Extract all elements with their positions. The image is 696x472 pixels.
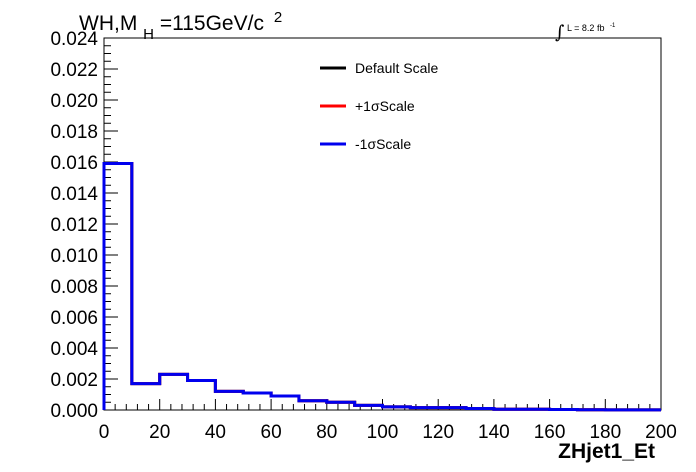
x-axis-tick-labels: 0 20 40 60 80 100 120 140 160 180 200	[99, 422, 677, 443]
title-main: WH,M	[79, 12, 137, 35]
luminosity-label: L = 8.2 fb -1	[567, 23, 616, 33]
x-tick-label: 140	[478, 422, 510, 443]
legend: Default Scale +1σScale -1σScale	[320, 60, 438, 152]
y-tick-label: 0.016	[50, 153, 98, 174]
y-tick-label: 0.024	[50, 29, 98, 50]
y-tick-label: 0.022	[50, 60, 98, 81]
series-lines	[102, 162, 661, 412]
x-tick-label: 0	[99, 422, 110, 443]
y-axis-tick-labels: 0.000 0.002 0.004 0.006 0.008 0.010 0.012 0.014…	[50, 29, 98, 422]
y-tick-label: 0.006	[50, 308, 98, 329]
x-tick-label: 180	[589, 422, 621, 443]
x-tick-label: 100	[367, 422, 399, 443]
title-superscript: 2	[274, 9, 282, 26]
legend-label: +1σScale	[355, 98, 415, 114]
x-tick-label: 120	[422, 422, 454, 443]
y-tick-label: 0.014	[50, 184, 98, 205]
y-tick-label: 0.002	[50, 370, 98, 391]
y-tick-label: 0.008	[50, 277, 98, 298]
x-axis-title: ZHjet1_Et	[558, 440, 655, 463]
plot-frame	[103, 37, 662, 411]
x-tick-label: 160	[534, 422, 566, 443]
y-tick-label: 0.020	[50, 91, 98, 112]
x-tick-label: 40	[205, 422, 226, 443]
luminosity-integral: ∫	[555, 22, 565, 43]
x-tick-label: 20	[149, 422, 170, 443]
x-tick-label: 80	[316, 422, 337, 443]
y-tick-label: 0.010	[50, 246, 98, 267]
y-axis-ticks	[104, 37, 118, 411]
y-tick-label: 0.004	[50, 339, 98, 360]
series-line-2	[102, 162, 661, 412]
x-axis-ticks	[103, 399, 662, 410]
legend-label: -1σScale	[355, 136, 411, 152]
x-tick-label: 60	[261, 422, 282, 443]
x-tick-label: 200	[645, 422, 677, 443]
y-tick-label: 0.012	[50, 215, 98, 236]
legend-label: Default Scale	[355, 60, 438, 76]
y-tick-label: 0.018	[50, 122, 98, 143]
title-subscript: H	[143, 26, 154, 43]
title-rest: =115GeV/c	[160, 12, 264, 35]
chart-title: WH,M H =115GeV/c 2	[79, 9, 282, 44]
y-tick-label: 0.000	[50, 401, 98, 422]
